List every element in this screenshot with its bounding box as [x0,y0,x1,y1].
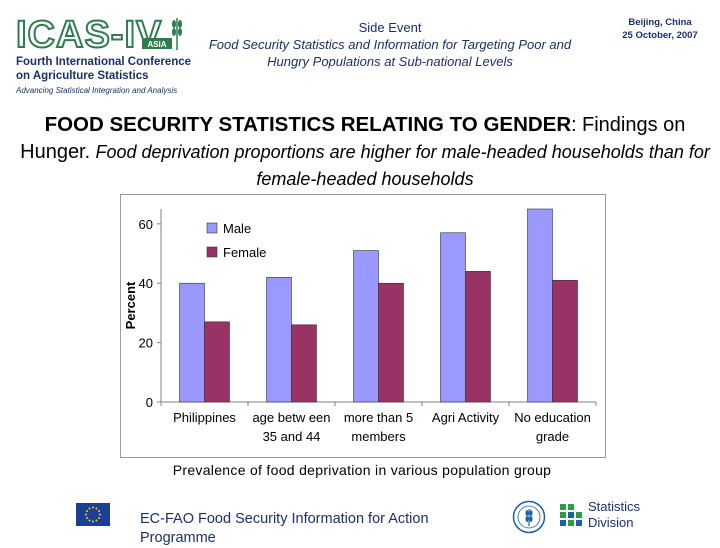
x-tick-label: Philippines [173,410,236,425]
y-tick-label: 20 [139,336,153,351]
eu-flag-icon [76,503,110,526]
side-event-label: Side Event [358,20,422,35]
eu-star [85,510,88,512]
bar-female [204,321,230,403]
headline-bold: FOOD SECURITY STATISTICS RELATING TO GEN… [44,113,572,136]
bar-female [465,271,491,403]
event-place-date: Beijing, China 25 October, 2007 [602,16,718,42]
bar-male [440,232,466,403]
fao-logo-icon [512,500,546,534]
side-event-title: Side Event Food Security Statistics and … [190,19,590,70]
x-tick-label: age betw een [252,410,330,425]
y-axis-title: Percent [123,281,138,329]
eu-star [92,506,94,509]
x-tick-label: Agri Activity [432,410,500,425]
stats-line-2: Division [588,515,634,530]
legend-swatch-male [206,222,218,234]
eu-star [95,519,98,522]
chart-frame: 0 20 40 60 Percent Philippines age betw een 35 … [120,194,606,458]
legend-swatch-female [206,246,218,258]
bar-female [378,282,404,403]
x-tick-label: No education [514,410,591,425]
chart-caption: Prevalence of food deprivation in variou… [172,462,552,478]
eu-star [85,517,88,519]
programme-name: EC-FAO Food Security Information for Act… [140,511,429,546]
side-event-subtitle: Food Security Statistics and Information… [208,37,572,69]
bar-male [266,276,292,403]
y-tick-label: 40 [139,276,153,291]
eu-star [98,517,101,519]
logo-badge: ASIA [147,40,166,49]
stats-line-1: Statistics [588,499,641,514]
eu-star [85,513,87,516]
eu-star [88,507,91,510]
statistics-division-label: Statistics Division [588,499,640,531]
logo-badge-bg [142,38,172,49]
x-tick-label: members [351,429,406,444]
bar-male [527,208,553,403]
bar-female [552,279,578,403]
eu-star [98,510,101,512]
x-tick-label: more than 5 [344,410,413,425]
bar-chart: 0 20 40 60 Percent Philippines age betw een 35 … [123,208,597,444]
bar-female [291,324,317,403]
logo-text: ICAS-IV [16,14,162,54]
legend-label-male: Male [223,221,251,236]
event-date: 25 October, 2007 [622,30,698,41]
statistics-division-icon [560,504,582,526]
x-tick-label: 35 and 44 [263,429,321,444]
event-location: Beijing, China [628,17,692,28]
eu-star [88,519,91,522]
eu-star [99,513,101,516]
headline-regular: Findings on Hunger. [20,114,686,163]
y-tick-label: 60 [139,217,153,232]
headline-colon: : [571,114,577,136]
eu-star [92,520,94,523]
bar-male [179,282,205,403]
conference-line-1: Fourth International Conference [16,56,192,68]
y-tick-label: 0 [146,395,153,410]
legend-label-female: Female [223,245,266,260]
conference-line-2: on Agriculture Statistics [16,70,149,82]
x-tick-label: grade [536,429,569,444]
eu-star [95,507,98,510]
slide-headline: FOOD SECURITY STATISTICS RELATING TO GEN… [20,112,710,193]
headline-italic: Food deprivation proportions are higher … [95,142,710,189]
bar-male [353,250,379,403]
icas-logo: ICAS-IV ASIA [16,14,182,54]
wheat-icon [172,18,182,50]
conference-tagline: Advancing Statistical Integration and An… [16,86,178,95]
